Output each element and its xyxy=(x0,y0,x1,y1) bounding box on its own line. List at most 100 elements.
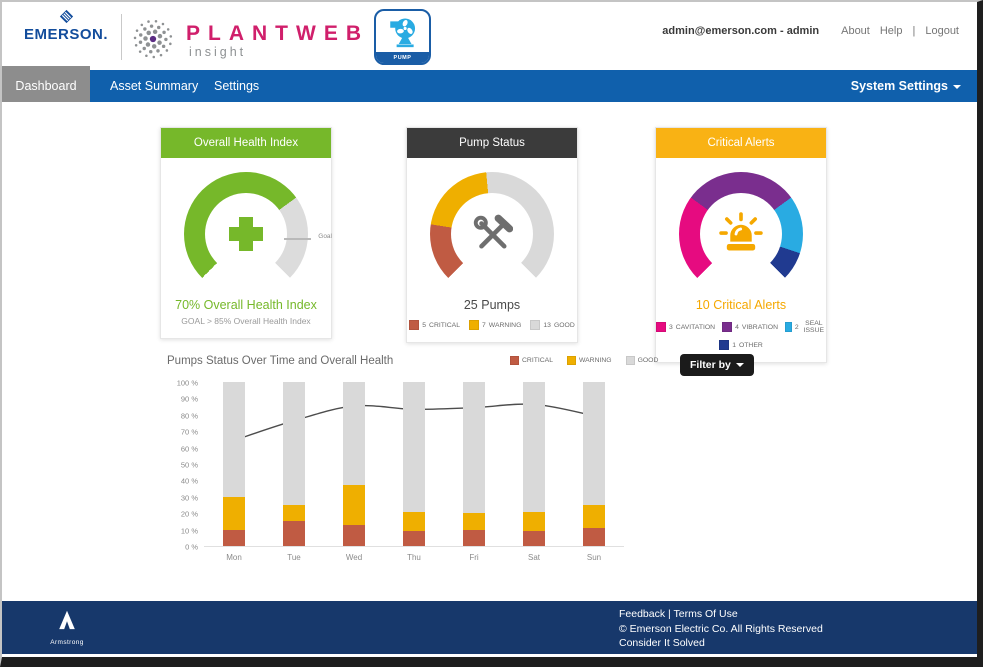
chart-legend-warning: WARNING xyxy=(566,356,612,365)
bar-segment-warning xyxy=(403,511,425,532)
insight-wordmark: insight xyxy=(189,45,247,59)
bar-segment-good xyxy=(343,382,365,486)
pump-status-card-title: Pump Status xyxy=(407,128,577,158)
bar-segment-good xyxy=(583,382,605,505)
critical-alerts-card-title: Critical Alerts xyxy=(656,128,826,158)
overall-health-card-title: Overall Health Index xyxy=(161,128,331,158)
logged-in-user: admin@emerson.com - admin xyxy=(662,25,820,37)
header-divider xyxy=(121,14,122,60)
emerson-diamond-icon xyxy=(59,9,73,24)
about-link[interactable]: About xyxy=(841,25,870,37)
logout-link[interactable]: Logout xyxy=(925,25,959,37)
pump-status-gauge xyxy=(430,172,554,296)
emerson-logo: EMERSON. xyxy=(22,8,110,44)
bar-segment-good xyxy=(283,382,305,505)
other-swatch xyxy=(719,340,730,350)
armstrong-logo: Armstrong xyxy=(46,608,88,646)
health-goal-text: GOAL > 85% Overall Health Index xyxy=(181,316,311,326)
y-axis-label: 90 % xyxy=(180,394,198,404)
critical-alerts-gauge xyxy=(679,172,803,296)
alerts-legend-seal-issue: 2 SEAL ISSUE xyxy=(784,320,826,334)
chevron-down-icon xyxy=(953,84,961,89)
link-separator: | xyxy=(912,25,916,37)
seal-issue-swatch xyxy=(784,322,792,332)
critical-swatch xyxy=(409,320,420,330)
terms-link[interactable]: Terms Of Use xyxy=(673,608,738,620)
bar-segment-critical xyxy=(523,531,545,546)
pump-legend-good: 13 GOOD xyxy=(530,320,575,330)
y-axis-label: 100 % xyxy=(176,378,198,388)
x-axis-label: Fri xyxy=(469,553,479,562)
y-axis-label: 20 % xyxy=(180,509,198,519)
x-axis-label: Sat xyxy=(527,553,540,562)
emerson-wordmark: EMERSON. xyxy=(23,26,108,43)
footer-separator: | xyxy=(668,608,671,620)
bar-segment-critical xyxy=(583,527,605,546)
bar-segment-warning xyxy=(283,505,305,522)
good-swatch xyxy=(530,320,541,330)
goal-tick-label: Goal xyxy=(318,233,332,240)
health-gauge xyxy=(184,172,308,296)
x-axis-label: Sun xyxy=(586,553,602,562)
y-axis-label: 50 % xyxy=(180,460,198,470)
alerts-legend-other: 1 OTHER xyxy=(719,340,763,350)
pump-count: 25 Pumps xyxy=(463,298,521,312)
feedback-link[interactable]: Feedback xyxy=(619,608,666,620)
pump-icon xyxy=(389,18,415,47)
chart-x-axis: Mon Tue Wed Thu Fri Sat Sun xyxy=(204,553,624,567)
health-index-value: 70% Overall Health Index xyxy=(175,298,317,312)
good-swatch xyxy=(625,356,635,365)
filter-by-button[interactable]: Filter by xyxy=(680,354,754,376)
bar-segment-critical xyxy=(283,521,305,546)
bar-segment-good xyxy=(523,382,545,512)
x-axis-label: Tue xyxy=(287,553,301,562)
y-axis-label: 10 % xyxy=(180,526,198,536)
y-axis-label: 30 % xyxy=(180,493,198,503)
chevron-down-icon xyxy=(735,363,744,368)
pump-legend-warning: 7 WARNING xyxy=(469,320,521,330)
bar-segment-warning xyxy=(463,513,485,530)
alerts-legend-cavitation: 3 CAVITATION xyxy=(656,320,715,334)
bar-segment-critical xyxy=(223,529,245,546)
armstrong-a-icon xyxy=(59,610,75,630)
goal-tick xyxy=(284,238,311,240)
bar-segment-critical xyxy=(403,531,425,546)
vibration-swatch xyxy=(722,322,733,332)
bar-segment-critical xyxy=(463,529,485,546)
cavitation-swatch xyxy=(656,322,666,332)
critical-alerts-card: Critical Alerts xyxy=(655,127,827,363)
siren-icon xyxy=(719,212,763,251)
bar-segment-warning xyxy=(343,485,365,525)
chart-legend-good: GOOD xyxy=(625,356,658,365)
tab-dashboard[interactable]: Dashboard xyxy=(2,66,90,102)
bar-segment-warning xyxy=(523,511,545,532)
critical-swatch xyxy=(510,356,519,365)
plantweb-dots-icon xyxy=(132,18,174,60)
y-axis-label: 0 % xyxy=(185,542,198,552)
tab-settings[interactable]: Settings xyxy=(214,79,260,93)
bar-segment-warning xyxy=(583,505,605,528)
plantweb-wordmark: PLANTWEB xyxy=(186,22,369,45)
y-axis-label: 80 % xyxy=(180,411,198,421)
tab-asset-summary[interactable]: Asset Summary xyxy=(110,79,199,93)
warning-swatch xyxy=(469,320,479,330)
warning-swatch xyxy=(566,356,576,365)
chart-legend: CRITICAL WARNING GOOD xyxy=(510,356,658,365)
pump-legend-critical: 5 CRITICAL xyxy=(409,320,460,330)
bar-segment-good xyxy=(463,382,485,514)
pump-tile-label: PUMP xyxy=(376,52,429,63)
chart-legend-critical: CRITICAL xyxy=(510,356,553,365)
help-link[interactable]: Help xyxy=(879,25,903,37)
copyright-text: © Emerson Electric Co. All Rights Reserv… xyxy=(619,622,823,635)
tools-icon xyxy=(473,214,513,249)
chart-y-axis: 100 % 90 % 80 % 70 % 60 % 50 % 40 % 30 % 20 % 10 … xyxy=(162,379,198,552)
bar-segment-critical xyxy=(343,524,365,546)
y-axis-label: 40 % xyxy=(180,476,198,486)
chart-title: Pumps Status Over Time and Overall Healt… xyxy=(167,355,394,367)
main-navbar: Dashboard Asset Summary Settings System … xyxy=(2,66,977,102)
system-settings-menu[interactable]: System Settings xyxy=(851,70,961,102)
footer: Armstrong Feedback | Terms Of Use © Emer… xyxy=(2,601,977,654)
x-axis-label: Mon xyxy=(226,553,242,562)
pump-app-tile[interactable]: PUMP xyxy=(374,9,431,65)
